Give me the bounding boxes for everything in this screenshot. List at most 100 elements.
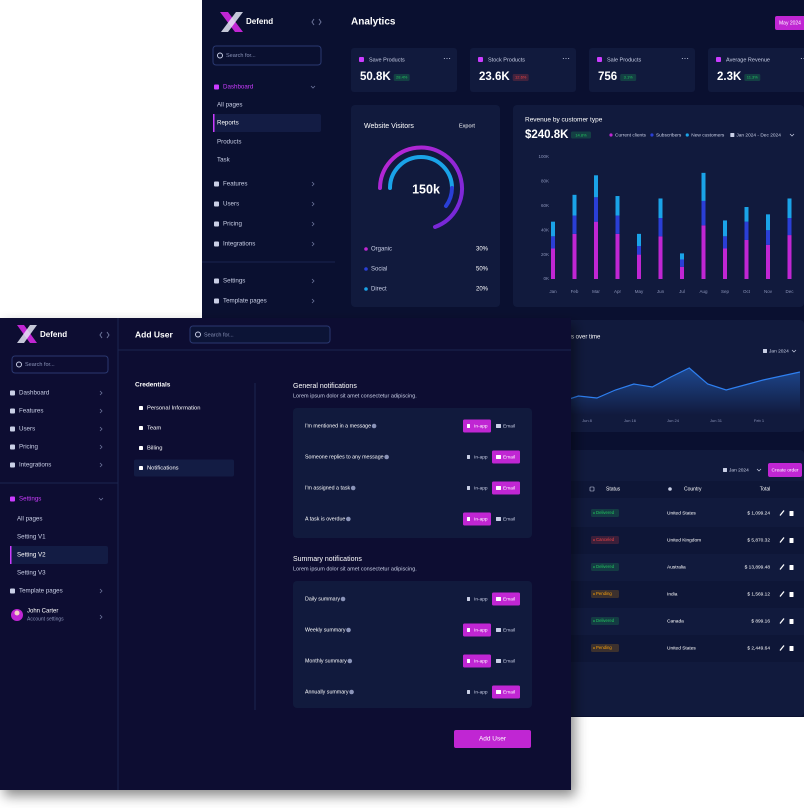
toggle-label[interactable]: In-app: [474, 596, 488, 602]
search-box[interactable]: [189, 325, 331, 344]
section-title: General notifications: [293, 383, 357, 390]
more-icon[interactable]: ⋯: [800, 54, 804, 63]
column-header: Country: [684, 486, 702, 492]
toggle-label[interactable]: In-app: [474, 485, 488, 491]
toggle-label[interactable]: In-app: [474, 454, 488, 460]
period-button-label[interactable]: May 2024: [779, 20, 801, 26]
toggle-label[interactable]: Email: [503, 485, 515, 491]
status-label: Pending: [596, 645, 612, 650]
toggle-label[interactable]: Email: [503, 627, 515, 633]
nav-item[interactable]: Features: [223, 181, 247, 188]
credential-item[interactable]: Personal Information: [147, 406, 201, 412]
nav-item[interactable]: Pricing: [223, 221, 242, 228]
nav-item[interactable]: Users: [19, 426, 35, 433]
nav-subitem[interactable]: Products: [217, 139, 241, 146]
section-subtitle: Lorem ipsum dolor sit amet consectetur a…: [293, 566, 417, 572]
bar-segment: [744, 221, 749, 240]
section-subtitle: Lorem ipsum dolor sit amet consectetur a…: [293, 393, 417, 399]
back-window: Defend Search for... Dashboard All pages Rep…: [202, 0, 804, 717]
nav-subitem[interactable]: All pages: [217, 102, 242, 109]
nav-item[interactable]: Features: [19, 408, 43, 415]
search-icon: [195, 331, 201, 338]
toggle-label[interactable]: In-app: [474, 516, 488, 522]
toggle-label[interactable]: In-app: [474, 689, 488, 695]
delete-icon[interactable]: [789, 592, 794, 597]
nav-subitem[interactable]: Setting V1: [17, 534, 46, 541]
toggle-label[interactable]: In-app: [474, 423, 488, 429]
legend-label: Subscribers: [656, 132, 682, 138]
nav-item[interactable]: Dashboard: [223, 84, 254, 91]
nav-subitem[interactable]: Setting V3: [17, 570, 46, 577]
toggle-button-active[interactable]: [492, 481, 520, 495]
calendar-icon: [763, 349, 767, 353]
period-label[interactable]: Jan 2024: [729, 467, 749, 473]
nav-subitem[interactable]: All pages: [17, 516, 42, 523]
nav-item[interactable]: Dashboard: [19, 390, 50, 397]
bar-segment: [594, 221, 598, 279]
toggle-label[interactable]: Email: [503, 423, 515, 429]
more-icon[interactable]: ⋯: [443, 54, 451, 63]
nav-item[interactable]: Settings: [223, 278, 245, 285]
edit-icon[interactable]: [779, 564, 785, 570]
toggle-button-active[interactable]: [463, 623, 491, 637]
nav-subitem[interactable]: Setting V2: [17, 552, 46, 559]
delete-icon[interactable]: [789, 619, 794, 624]
nav-item[interactable]: Template pages: [223, 298, 267, 305]
toggle-label[interactable]: Email: [503, 689, 515, 695]
nav-item[interactable]: Users: [223, 201, 239, 208]
toggle-button-active[interactable]: [463, 654, 491, 668]
nav-item[interactable]: Integrations: [19, 462, 51, 469]
toggle-label[interactable]: Email: [503, 516, 515, 522]
item-icon: [139, 406, 143, 410]
toggle-label[interactable]: In-app: [474, 658, 488, 664]
toggle-button-active[interactable]: [492, 450, 520, 464]
toggle-label[interactable]: In-app: [474, 627, 488, 633]
collapse-icon[interactable]: [99, 331, 110, 339]
more-icon[interactable]: ⋯: [562, 54, 570, 63]
edit-icon[interactable]: [779, 618, 785, 624]
submit-button[interactable]: [454, 730, 531, 748]
create-button[interactable]: [768, 463, 802, 477]
delete-icon[interactable]: [789, 511, 794, 516]
checkbox[interactable]: [589, 486, 595, 492]
export-button[interactable]: Export: [459, 123, 475, 129]
period-label[interactable]: Jan 2024: [769, 348, 789, 354]
toggle-button-active[interactable]: [492, 592, 520, 606]
nav-item[interactable]: Settings: [19, 496, 41, 503]
status-badge: [591, 590, 619, 598]
delete-icon[interactable]: [789, 538, 794, 543]
info-icon: [340, 596, 346, 602]
nav-item[interactable]: Integrations: [223, 241, 255, 248]
edit-icon[interactable]: [779, 510, 785, 516]
period-button[interactable]: [775, 16, 804, 30]
toggle-button-active[interactable]: [463, 419, 491, 433]
nav-item[interactable]: Pricing: [19, 444, 38, 451]
credential-item[interactable]: Billing: [147, 446, 162, 452]
search-box[interactable]: [11, 355, 109, 374]
edit-icon[interactable]: [779, 645, 785, 651]
toggle-button-active[interactable]: [463, 512, 491, 526]
area: [560, 368, 800, 415]
credential-item[interactable]: Team: [147, 426, 161, 432]
credential-item[interactable]: Notifications: [147, 466, 179, 472]
delete-icon[interactable]: [789, 646, 794, 651]
chevron: [310, 85, 316, 89]
submit-label[interactable]: Add User: [479, 736, 507, 743]
delete-icon[interactable]: [789, 565, 794, 570]
card-title: Website Visitors: [364, 123, 414, 130]
period-label[interactable]: Jan 2024 - Dec 2024: [736, 132, 781, 138]
toggle-label[interactable]: Email: [503, 596, 515, 602]
search-box[interactable]: [212, 45, 322, 66]
nav-subitem[interactable]: Task: [217, 157, 231, 164]
revenue-total: $240.8K: [525, 129, 569, 141]
toggle-label[interactable]: Email: [503, 454, 515, 460]
edit-icon[interactable]: [779, 537, 785, 543]
nav-item[interactable]: Template pages: [19, 588, 63, 595]
create-button-label[interactable]: Create order: [772, 467, 799, 473]
collapse-icon[interactable]: [311, 18, 322, 26]
toggle-button-active[interactable]: [492, 685, 520, 699]
toggle-label[interactable]: Email: [503, 658, 515, 664]
more-icon[interactable]: ⋯: [681, 54, 689, 63]
nav-subitem[interactable]: Reports: [217, 120, 239, 127]
edit-icon[interactable]: [779, 591, 785, 597]
